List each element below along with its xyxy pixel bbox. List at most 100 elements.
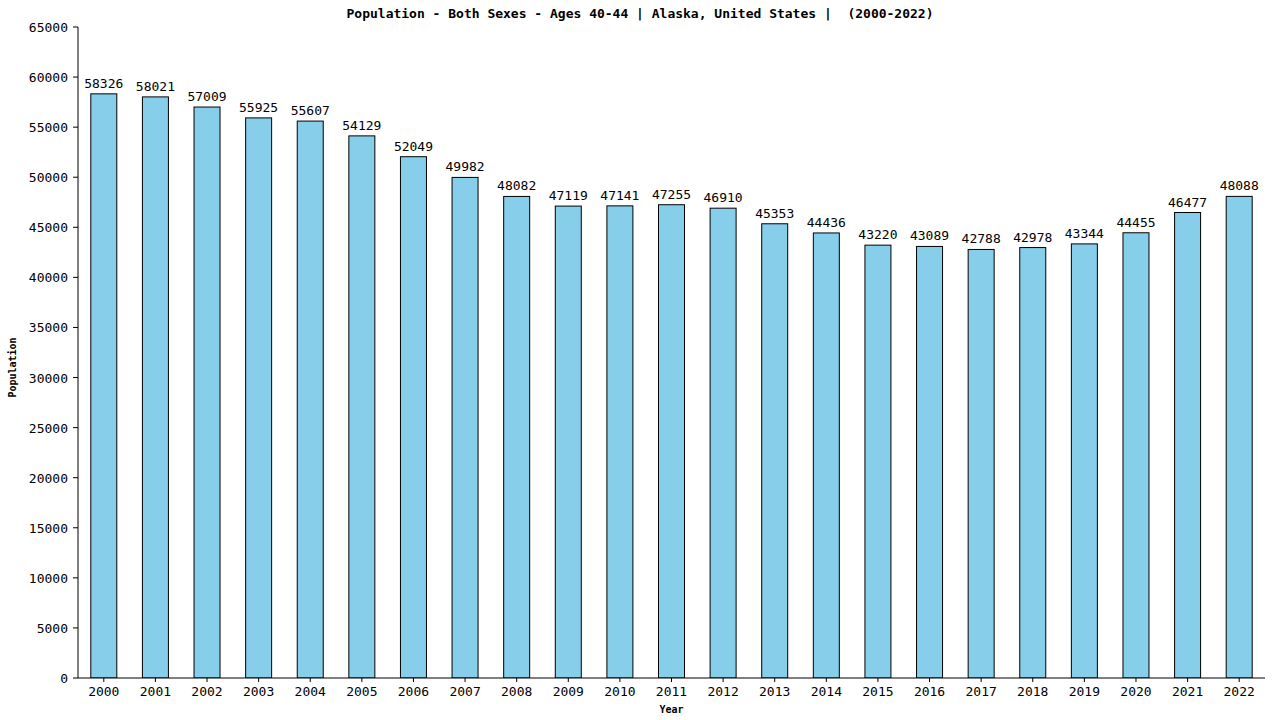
x-tick (1135, 678, 1136, 682)
x-tick-label: 2012 (707, 684, 738, 699)
y-tick-label: 50000 (29, 170, 68, 185)
x-tick (155, 678, 156, 682)
data-label: 44436 (807, 215, 846, 230)
data-labels: 5832658021570095592555607541295204949982… (84, 76, 1259, 247)
bar (142, 97, 168, 678)
x-tick (1084, 678, 1085, 682)
y-tick (73, 477, 78, 478)
y-tick-label: 10000 (29, 571, 68, 586)
x-tick (103, 678, 104, 682)
data-label: 47119 (549, 188, 588, 203)
y-tick-label: 55000 (29, 120, 68, 135)
data-label: 47255 (652, 187, 691, 202)
x-tick-label: 2010 (604, 684, 635, 699)
y-tick-label: 20000 (29, 471, 68, 486)
x-tick-label: 2002 (191, 684, 222, 699)
bars (91, 94, 1252, 678)
bar (400, 157, 426, 678)
x-tick (619, 678, 620, 682)
data-label: 47141 (600, 188, 639, 203)
x-tick (361, 678, 362, 682)
data-label: 52049 (394, 139, 433, 154)
x-tick-label: 2008 (501, 684, 532, 699)
x-tick-label: 2018 (1017, 684, 1048, 699)
y-tick (73, 27, 78, 28)
x-tick-label: 2003 (243, 684, 274, 699)
data-label: 58021 (136, 79, 175, 94)
y-tick (73, 177, 78, 178)
data-label: 46910 (704, 190, 743, 205)
bar (607, 206, 633, 678)
bar (1020, 248, 1046, 678)
y-tick (73, 527, 78, 528)
x-tick (310, 678, 311, 682)
x-tick-label: 2022 (1224, 684, 1255, 699)
y-tick (73, 77, 78, 78)
bar (865, 245, 891, 678)
y-tick (73, 678, 78, 679)
y-tick-label: 15000 (29, 521, 68, 536)
data-label: 55925 (239, 100, 278, 115)
x-tick-label: 2017 (965, 684, 996, 699)
bar (91, 94, 117, 678)
x-tick-label: 2019 (1069, 684, 1100, 699)
x-tick (929, 678, 930, 682)
bar (555, 206, 581, 678)
x-tick (207, 678, 208, 682)
data-label: 45353 (755, 206, 794, 221)
bar (813, 233, 839, 678)
y-tick (73, 377, 78, 378)
data-label: 58326 (84, 76, 123, 91)
x-tick-label: 2004 (295, 684, 326, 699)
x-tick-label: 2015 (862, 684, 893, 699)
y-tick-label: 60000 (29, 70, 68, 85)
data-label: 46477 (1168, 195, 1207, 210)
x-tick (258, 678, 259, 682)
data-label: 54129 (342, 118, 381, 133)
bar (246, 118, 272, 678)
y-tick-label: 30000 (29, 371, 68, 386)
data-label: 49982 (445, 159, 484, 174)
bar (349, 136, 375, 678)
y-tick-label: 5000 (37, 621, 68, 636)
y-tick-label: 40000 (29, 270, 68, 285)
chart: Population - Both Sexes - Ages 40-44 | A… (0, 0, 1280, 720)
y-tick (73, 627, 78, 628)
x-axis-label: Year (659, 704, 683, 715)
x-tick-label: 2021 (1172, 684, 1203, 699)
y-tick-label: 45000 (29, 220, 68, 235)
y-tick-label: 0 (60, 671, 68, 686)
x-tick-label: 2001 (140, 684, 171, 699)
x-tick (465, 678, 466, 682)
data-label: 57009 (187, 89, 226, 104)
x-tick-label: 2013 (759, 684, 790, 699)
data-label: 48088 (1220, 178, 1259, 193)
bar (762, 224, 788, 678)
bar (659, 205, 685, 678)
data-label: 48082 (497, 178, 536, 193)
bar (297, 121, 323, 678)
x-tick (516, 678, 517, 682)
y-axis-label: Population (7, 337, 18, 397)
x-tick-label: 2016 (914, 684, 945, 699)
bar (452, 177, 478, 678)
x-tick (1187, 678, 1188, 682)
data-label: 42978 (1013, 230, 1052, 245)
y-tick-label: 25000 (29, 421, 68, 436)
y-tick (73, 577, 78, 578)
x-tick-label: 2000 (88, 684, 119, 699)
data-label: 43344 (1065, 226, 1104, 241)
data-label: 43220 (858, 227, 897, 242)
y-tick-label: 35000 (29, 320, 68, 335)
x-tick (981, 678, 982, 682)
x-tick (568, 678, 569, 682)
x-tick-label: 2011 (656, 684, 687, 699)
x-tick-label: 2005 (346, 684, 377, 699)
y-tick-label: 65000 (29, 20, 68, 35)
x-tick (1032, 678, 1033, 682)
x-tick (774, 678, 775, 682)
x-tick (826, 678, 827, 682)
y-axis-line (78, 27, 79, 678)
bar (1123, 233, 1149, 678)
x-tick-label: 2014 (811, 684, 842, 699)
